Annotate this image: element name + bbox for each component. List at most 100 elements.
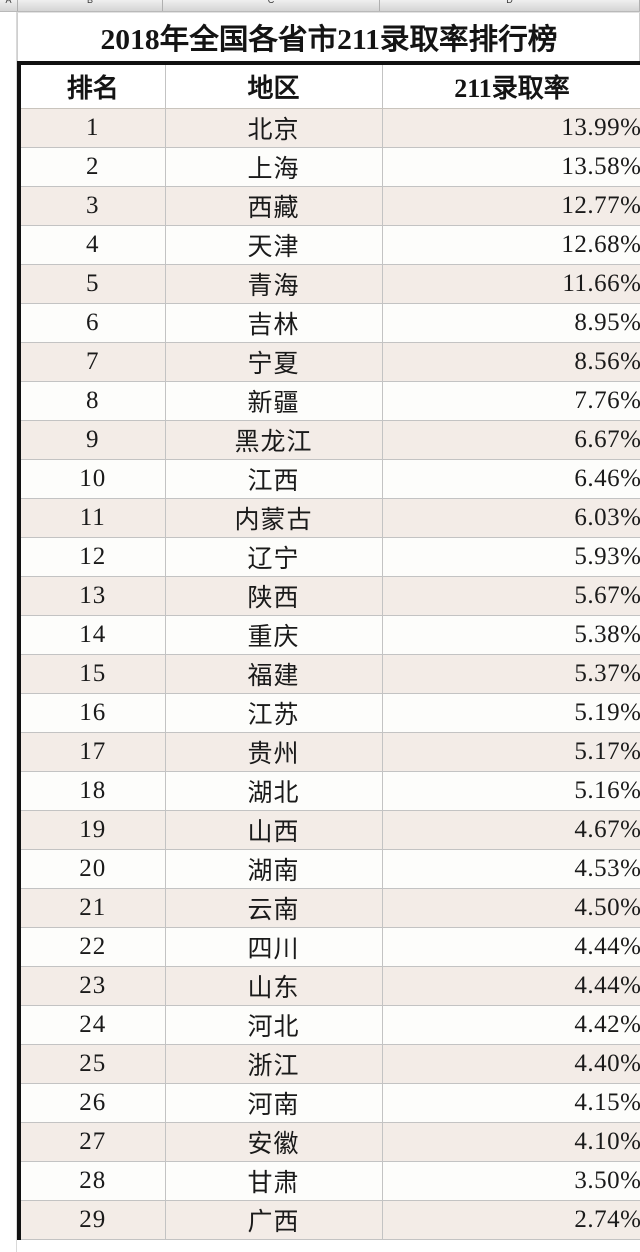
table-row[interactable]: 28 甘肃 3.50% [19,1161,640,1201]
cell-area[interactable]: 甘肃 [165,1161,383,1201]
cell-rate[interactable]: 7.76% [382,381,640,421]
table-row[interactable]: 8 新疆 7.76% [19,381,640,421]
cell-rank[interactable]: 29 [19,1200,166,1240]
cell-rate[interactable]: 11.66% [382,264,640,304]
cell-area[interactable]: 天津 [165,225,383,265]
cell-rank[interactable]: 20 [19,849,166,889]
cell-area[interactable]: 西藏 [165,186,383,226]
table-row[interactable]: 13 陕西 5.67% [19,576,640,616]
cell-rate[interactable]: 5.37% [382,654,640,694]
table-row[interactable]: 18 湖北 5.16% [19,771,640,811]
column-header-d[interactable]: D [380,0,640,11]
cell-rank[interactable]: 19 [19,810,166,850]
cell-rank[interactable]: 5 [19,264,166,304]
cell-area[interactable]: 湖南 [165,849,383,889]
cell-rank[interactable]: 12 [19,537,166,577]
cell-rank[interactable]: 22 [19,927,166,967]
cell-rank[interactable]: 28 [19,1161,166,1201]
cell-rate[interactable]: 4.53% [382,849,640,889]
table-row[interactable]: 5 青海 11.66% [19,264,640,304]
table-row[interactable]: 21 云南 4.50% [19,888,640,928]
cell-area[interactable]: 福建 [165,654,383,694]
cell-rate[interactable]: 13.58% [382,147,640,187]
table-row[interactable]: 17 贵州 5.17% [19,732,640,772]
cell-area[interactable]: 宁夏 [165,342,383,382]
table-row[interactable]: 24 河北 4.42% [19,1005,640,1045]
cell-area[interactable]: 广西 [165,1200,383,1240]
cell-rank[interactable]: 16 [19,693,166,733]
cell-rate[interactable]: 5.19% [382,693,640,733]
cell-rate[interactable]: 4.44% [382,927,640,967]
table-row[interactable]: 11 内蒙古 6.03% [19,498,640,538]
cell-area[interactable]: 重庆 [165,615,383,655]
table-row[interactable]: 26 河南 4.15% [19,1083,640,1123]
cell-rate[interactable]: 4.15% [382,1083,640,1123]
cell-rank[interactable]: 3 [19,186,166,226]
cell-area[interactable]: 黑龙江 [165,420,383,460]
table-row[interactable]: 29 广西 2.74% [19,1200,640,1240]
table-row[interactable]: 9 黑龙江 6.67% [19,420,640,460]
table-row[interactable]: 2 上海 13.58% [19,147,640,187]
table-row[interactable]: 25 浙江 4.40% [19,1044,640,1084]
cell-area[interactable]: 四川 [165,927,383,967]
cell-rate[interactable]: 4.42% [382,1005,640,1045]
cell-rate[interactable]: 5.93% [382,537,640,577]
cell-area[interactable]: 安徽 [165,1122,383,1162]
cell-rank[interactable]: 17 [19,732,166,772]
cell-area[interactable]: 云南 [165,888,383,928]
cell-rate[interactable]: 8.56% [382,342,640,382]
cell-rank[interactable]: 15 [19,654,166,694]
cell-rate[interactable]: 5.16% [382,771,640,811]
cell-area[interactable]: 江苏 [165,693,383,733]
cell-area[interactable]: 河北 [165,1005,383,1045]
cell-rank[interactable]: 11 [19,498,166,538]
cell-rank[interactable]: 13 [19,576,166,616]
table-row[interactable]: 23 山东 4.44% [19,966,640,1006]
cell-rank[interactable]: 25 [19,1044,166,1084]
table-row[interactable]: 1 北京 13.99% [19,108,640,148]
cell-rank[interactable]: 9 [19,420,166,460]
cell-rate[interactable]: 12.77% [382,186,640,226]
cell-rate[interactable]: 6.03% [382,498,640,538]
cell-area[interactable]: 北京 [165,108,383,148]
cell-area[interactable]: 河南 [165,1083,383,1123]
table-row[interactable]: 10 江西 6.46% [19,459,640,499]
column-header-b[interactable]: B [18,0,163,11]
table-row[interactable]: 19 山西 4.67% [19,810,640,850]
table-row[interactable]: 16 江苏 5.19% [19,693,640,733]
table-row[interactable]: 4 天津 12.68% [19,225,640,265]
cell-rate[interactable]: 8.95% [382,303,640,343]
cell-rate[interactable]: 5.17% [382,732,640,772]
cell-rank[interactable]: 6 [19,303,166,343]
cell-rate[interactable]: 5.38% [382,615,640,655]
cell-rate[interactable]: 12.68% [382,225,640,265]
cell-rate[interactable]: 13.99% [382,108,640,148]
cell-rank[interactable]: 27 [19,1122,166,1162]
cell-rank[interactable]: 21 [19,888,166,928]
table-row[interactable]: 14 重庆 5.38% [19,615,640,655]
cell-rate[interactable]: 4.40% [382,1044,640,1084]
cell-rate[interactable]: 6.67% [382,420,640,460]
cell-rate[interactable]: 4.10% [382,1122,640,1162]
cell-rate[interactable]: 4.50% [382,888,640,928]
cell-rate[interactable]: 4.44% [382,966,640,1006]
cell-area[interactable]: 上海 [165,147,383,187]
cell-rank[interactable]: 8 [19,381,166,421]
cell-rate[interactable]: 6.46% [382,459,640,499]
cell-area[interactable]: 湖北 [165,771,383,811]
table-row[interactable]: 3 西藏 12.77% [19,186,640,226]
cell-rank[interactable]: 14 [19,615,166,655]
cell-rank[interactable]: 2 [19,147,166,187]
column-header-a[interactable]: A [0,0,18,11]
cell-area[interactable]: 辽宁 [165,537,383,577]
table-row[interactable]: 15 福建 5.37% [19,654,640,694]
cell-area[interactable]: 山西 [165,810,383,850]
column-header-c[interactable]: C [163,0,380,11]
cell-rank[interactable]: 24 [19,1005,166,1045]
cell-area[interactable]: 山东 [165,966,383,1006]
cell-area[interactable]: 吉林 [165,303,383,343]
cell-area[interactable]: 内蒙古 [165,498,383,538]
cell-rate[interactable]: 4.67% [382,810,640,850]
cell-rank[interactable]: 18 [19,771,166,811]
cell-rank[interactable]: 10 [19,459,166,499]
